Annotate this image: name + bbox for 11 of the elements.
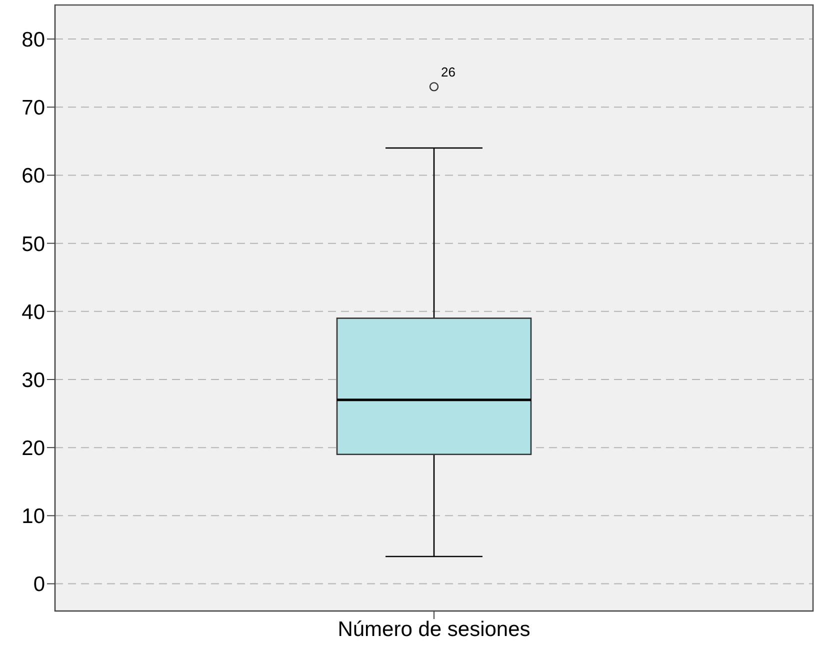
y-tick-label: 70 [22,96,45,120]
y-tick-label: 60 [22,164,45,188]
y-tick-label: 40 [22,300,45,324]
y-tick-label: 10 [22,505,45,528]
y-tick-label: 0 [33,573,45,596]
y-tick-label: 50 [22,232,45,256]
x-tick-label: Número de sesiones [338,618,530,641]
y-tick-label: 20 [22,437,45,460]
annotation: 26 [441,64,456,80]
y-tick-label: 80 [22,28,45,52]
y-tick-label: 30 [22,368,45,392]
